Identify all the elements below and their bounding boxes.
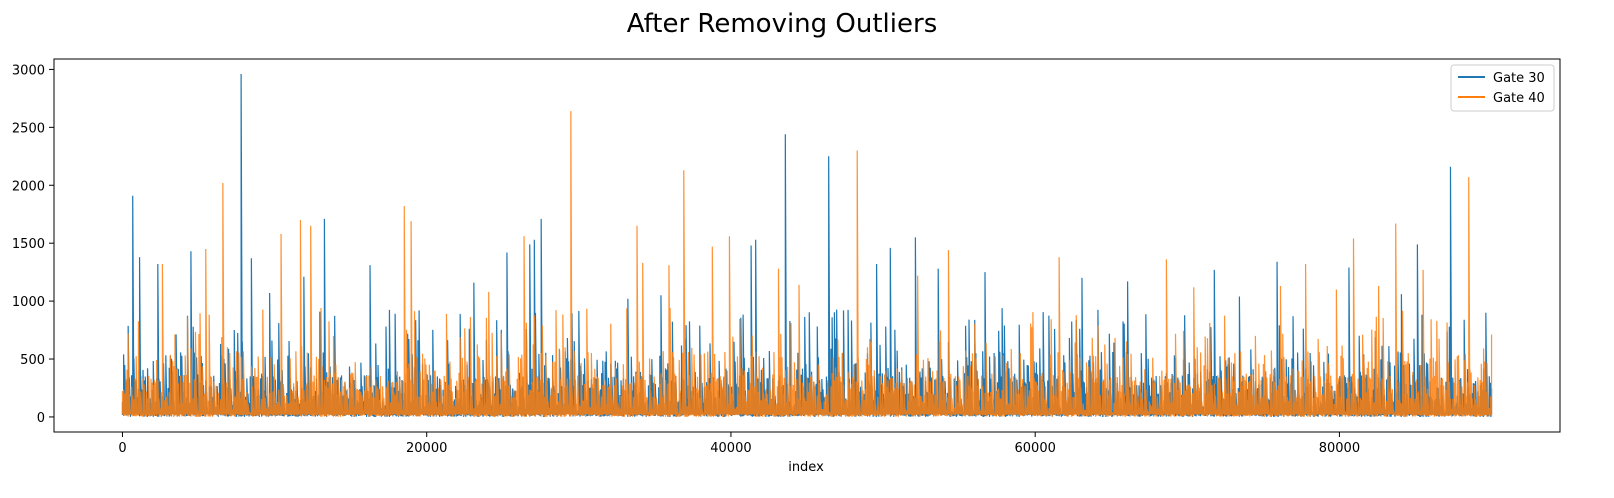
x-tick-label: 80000 — [1319, 441, 1360, 456]
y-tick-label: 0 — [37, 411, 45, 426]
legend-label: Gate 30 — [1493, 71, 1545, 86]
x-tick-label: 20000 — [406, 441, 447, 456]
legend-label: Gate 40 — [1493, 91, 1545, 106]
plot-area: 0 20000 40000 60000 80000 0 500 1000 1500 2000 25… — [12, 58, 1561, 456]
y-tick-label: 500 — [20, 353, 45, 368]
series-line-gate-30 — [121, 74, 1493, 418]
x-tick-label: 60000 — [1015, 441, 1056, 456]
y-axis: 0 500 1000 1500 2000 2500 3000 — [12, 63, 54, 426]
y-tick-label: 2000 — [12, 179, 45, 194]
series-layer — [121, 74, 1493, 418]
y-tick-label: 1500 — [12, 237, 45, 252]
x-tick-label: 40000 — [710, 441, 751, 456]
series-line-gate-40 — [121, 111, 1493, 418]
y-tick-label: 3000 — [12, 63, 45, 78]
y-tick-label: 2500 — [12, 121, 45, 136]
plot-frame — [53, 58, 1561, 433]
chart-title: After Removing Outliers — [627, 9, 938, 39]
y-tick-label: 1000 — [12, 295, 45, 310]
x-axis: 0 20000 40000 60000 80000 — [118, 432, 1360, 456]
x-axis-label: index — [788, 460, 824, 475]
legend: Gate 30 Gate 40 — [1450, 64, 1555, 112]
x-tick-label: 0 — [118, 441, 126, 456]
